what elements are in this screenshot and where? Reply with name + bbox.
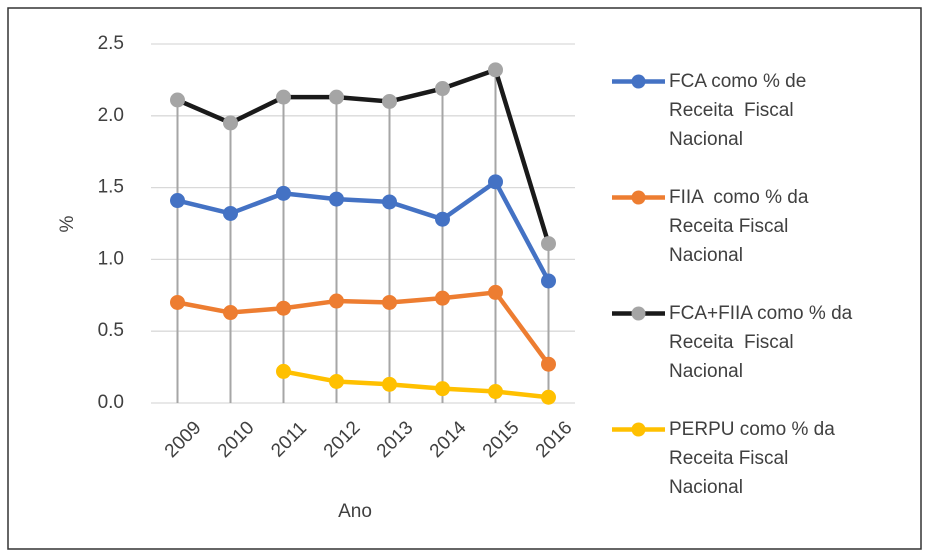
series-line	[176, 179, 551, 283]
series-marker	[435, 381, 450, 397]
y-tick-label: 2.5	[98, 33, 124, 54]
series-marker	[170, 294, 185, 310]
series-marker	[382, 376, 397, 392]
chart-border	[7, 7, 922, 550]
series-marker	[382, 294, 397, 310]
series-marker	[223, 305, 238, 321]
series-marker	[170, 92, 185, 108]
legend-icon	[612, 306, 665, 321]
series-marker	[329, 373, 344, 389]
legend-label: PERPU como % da Receita Fiscal Nacional	[669, 419, 835, 498]
series-marker	[276, 363, 291, 379]
series-marker	[329, 191, 344, 207]
series-marker	[329, 89, 344, 105]
series-marker	[223, 115, 238, 131]
series-marker	[541, 273, 556, 289]
series-marker	[276, 89, 291, 105]
legend-item: FCA+FIIA como % da Receita Fiscal Nacion…	[610, 299, 852, 386]
series-marker	[276, 185, 291, 201]
series-marker	[435, 81, 450, 97]
series-line	[176, 67, 551, 245]
series-marker	[329, 293, 344, 309]
legend-item: FIIA como % da Receita Fiscal Nacional	[610, 183, 808, 270]
series-marker	[488, 284, 503, 300]
y-tick-label: 1.0	[98, 248, 124, 269]
series-marker	[488, 174, 503, 190]
y-tick-label: 0.0	[98, 392, 124, 413]
y-tick-label: 1.5	[98, 177, 124, 198]
legend-marker	[631, 74, 646, 89]
series-marker	[435, 290, 450, 306]
legend-icon	[612, 190, 665, 205]
series-marker	[435, 211, 450, 227]
series-marker	[488, 384, 503, 400]
series-marker	[276, 300, 291, 316]
legend-item: PERPU como % da Receita Fiscal Nacional	[610, 415, 835, 502]
legend-marker	[631, 190, 646, 205]
legend-label: FCA como % de Receita Fiscal Nacional	[669, 71, 807, 150]
series-marker	[541, 356, 556, 372]
series-marker	[488, 62, 503, 78]
series-line	[177, 290, 551, 366]
legend-icon	[612, 422, 665, 437]
y-tick-label: 2.0	[98, 105, 124, 126]
series-marker	[382, 93, 397, 109]
series-marker	[541, 389, 556, 405]
legend-label: FCA+FIIA como % da Receita Fiscal Nacion…	[669, 303, 853, 382]
legend-label: FIIA como % da Receita Fiscal Nacional	[669, 187, 809, 266]
y-tick-label: 0.5	[98, 320, 124, 341]
legend-marker	[631, 306, 646, 321]
legend-item: FCA como % de Receita Fiscal Nacional	[610, 67, 806, 154]
series-marker	[541, 236, 556, 252]
series-marker	[382, 194, 397, 210]
legend-icon	[612, 74, 665, 89]
x-axis-label: Ano	[338, 501, 372, 522]
legend-marker	[631, 422, 646, 437]
series-marker	[223, 205, 238, 221]
series-line	[283, 369, 549, 400]
series-marker	[170, 193, 185, 209]
y-axis-label: %	[57, 215, 78, 232]
